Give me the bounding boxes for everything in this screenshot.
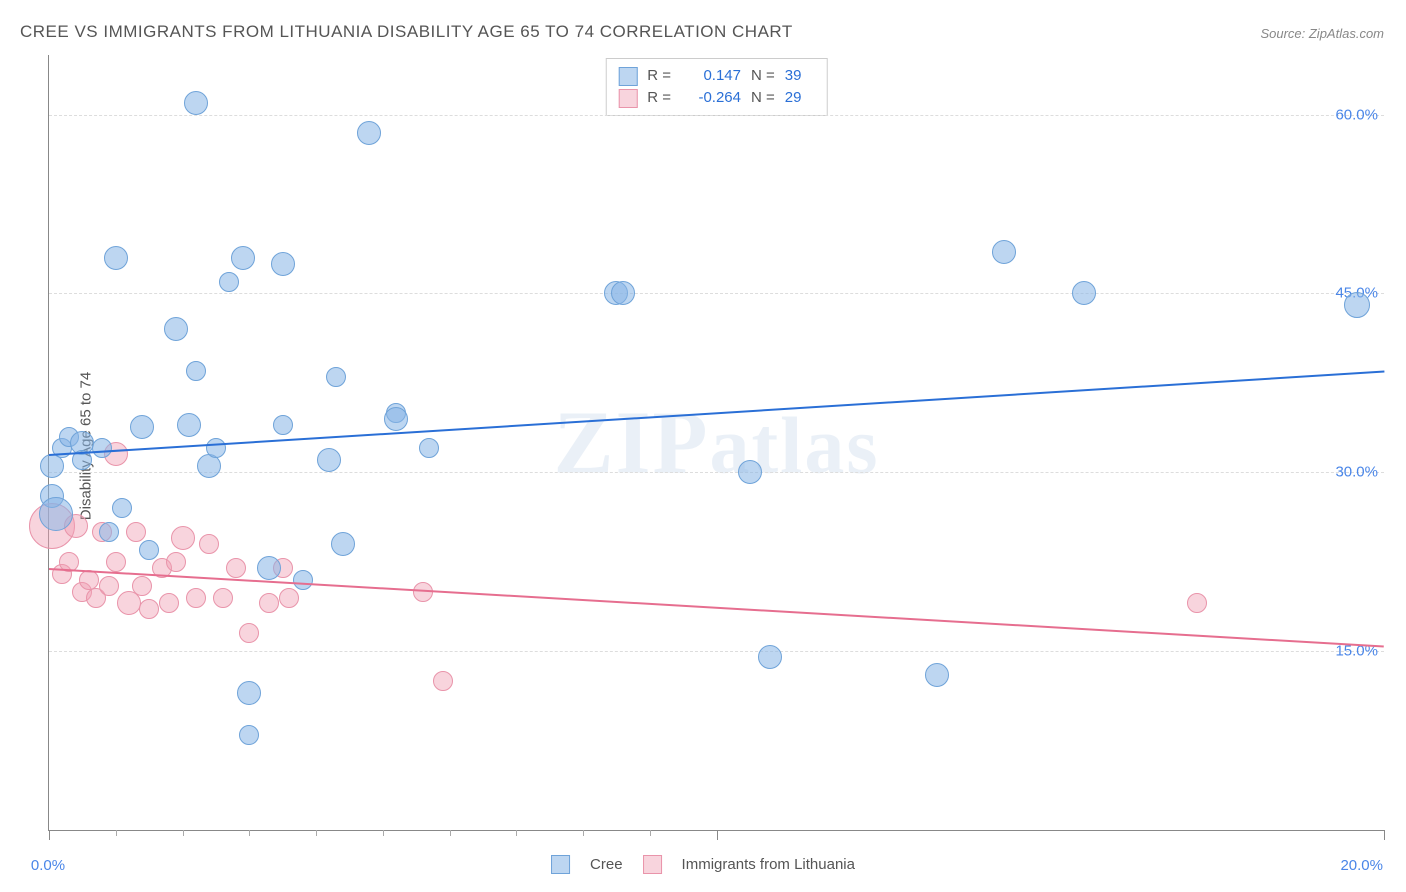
- data-point: [326, 367, 346, 387]
- data-point: [199, 534, 219, 554]
- data-point: [992, 240, 1016, 264]
- data-point: [164, 317, 188, 341]
- data-point: [186, 588, 206, 608]
- x-tick-minor: [383, 830, 384, 836]
- gridline: [49, 293, 1384, 294]
- data-point: [117, 591, 141, 615]
- data-point: [433, 671, 453, 691]
- data-point: [237, 681, 261, 705]
- gridline: [49, 472, 1384, 473]
- data-point: [239, 725, 259, 745]
- legend-swatch-blue-icon: [551, 855, 570, 874]
- x-tick-minor: [316, 830, 317, 836]
- data-point: [226, 558, 246, 578]
- x-tick-major: [717, 830, 718, 840]
- data-point: [130, 415, 154, 439]
- data-point: [1344, 292, 1370, 318]
- data-point: [139, 540, 159, 560]
- x-tick-minor: [450, 830, 451, 836]
- n-label: N =: [751, 65, 775, 87]
- data-point: [271, 252, 295, 276]
- data-point: [104, 246, 128, 270]
- r-label: R =: [647, 65, 671, 87]
- data-point: [132, 576, 152, 596]
- y-tick-label: 30.0%: [1308, 464, 1378, 481]
- data-point: [184, 91, 208, 115]
- data-point: [99, 522, 119, 542]
- gridline: [49, 651, 1384, 652]
- data-point: [357, 121, 381, 145]
- data-point: [231, 246, 255, 270]
- data-point: [92, 438, 112, 458]
- data-point: [1072, 281, 1096, 305]
- legend: Cree Immigrants from Lithuania: [551, 855, 855, 874]
- trend-line: [49, 371, 1384, 456]
- x-tick-minor: [583, 830, 584, 836]
- data-point: [1187, 593, 1207, 613]
- data-point: [239, 623, 259, 643]
- x-tick-minor: [650, 830, 651, 836]
- legend-label-blue: Cree: [590, 856, 623, 873]
- y-tick-label: 60.0%: [1308, 106, 1378, 123]
- data-point: [738, 460, 762, 484]
- data-point: [213, 588, 233, 608]
- data-point: [259, 593, 279, 613]
- legend-swatch-pink-icon: [643, 855, 662, 874]
- data-point: [317, 448, 341, 472]
- data-point: [384, 407, 408, 431]
- data-point: [139, 599, 159, 619]
- stats-row-pink: R = -0.264 N = 29: [618, 87, 815, 109]
- legend-label-pink: Immigrants from Lithuania: [682, 856, 855, 873]
- stats-box: R = 0.147 N = 39 R = -0.264 N = 29: [605, 58, 828, 116]
- data-point: [279, 588, 299, 608]
- n-value-pink: 29: [785, 87, 815, 109]
- data-point: [925, 663, 949, 687]
- data-point: [126, 522, 146, 542]
- x-tick-major: [1384, 830, 1385, 840]
- data-point: [206, 438, 226, 458]
- x-tick-label-min: 0.0%: [31, 857, 65, 874]
- x-tick-minor: [249, 830, 250, 836]
- swatch-blue-icon: [618, 67, 637, 86]
- chart-title: CREE VS IMMIGRANTS FROM LITHUANIA DISABI…: [20, 22, 793, 42]
- r-value-pink: -0.264: [681, 87, 741, 109]
- r-label: R =: [647, 87, 671, 109]
- r-value-blue: 0.147: [681, 65, 741, 87]
- x-tick-label-max: 20.0%: [1340, 857, 1383, 874]
- x-tick-minor: [116, 830, 117, 836]
- data-point: [171, 526, 195, 550]
- stats-row-blue: R = 0.147 N = 39: [618, 65, 815, 87]
- plot-area: ZIPatlas R = 0.147 N = 39 R = -0.264 N =…: [48, 55, 1384, 831]
- data-point: [758, 645, 782, 669]
- n-value-blue: 39: [785, 65, 815, 87]
- x-tick-minor: [516, 830, 517, 836]
- data-point: [99, 576, 119, 596]
- n-label: N =: [751, 87, 775, 109]
- data-point: [611, 281, 635, 305]
- data-point: [257, 556, 281, 580]
- data-point: [419, 438, 439, 458]
- x-tick-major: [49, 830, 50, 840]
- data-point: [39, 497, 73, 531]
- data-point: [293, 570, 313, 590]
- data-point: [219, 272, 239, 292]
- data-point: [166, 552, 186, 572]
- chart-container: CREE VS IMMIGRANTS FROM LITHUANIA DISABI…: [0, 0, 1406, 892]
- data-point: [273, 415, 293, 435]
- gridline: [49, 115, 1384, 116]
- swatch-pink-icon: [618, 89, 637, 108]
- data-point: [186, 361, 206, 381]
- data-point: [177, 413, 201, 437]
- source-label: Source: ZipAtlas.com: [1260, 26, 1384, 41]
- data-point: [106, 552, 126, 572]
- data-point: [331, 532, 355, 556]
- data-point: [112, 498, 132, 518]
- data-point: [159, 593, 179, 613]
- x-tick-minor: [183, 830, 184, 836]
